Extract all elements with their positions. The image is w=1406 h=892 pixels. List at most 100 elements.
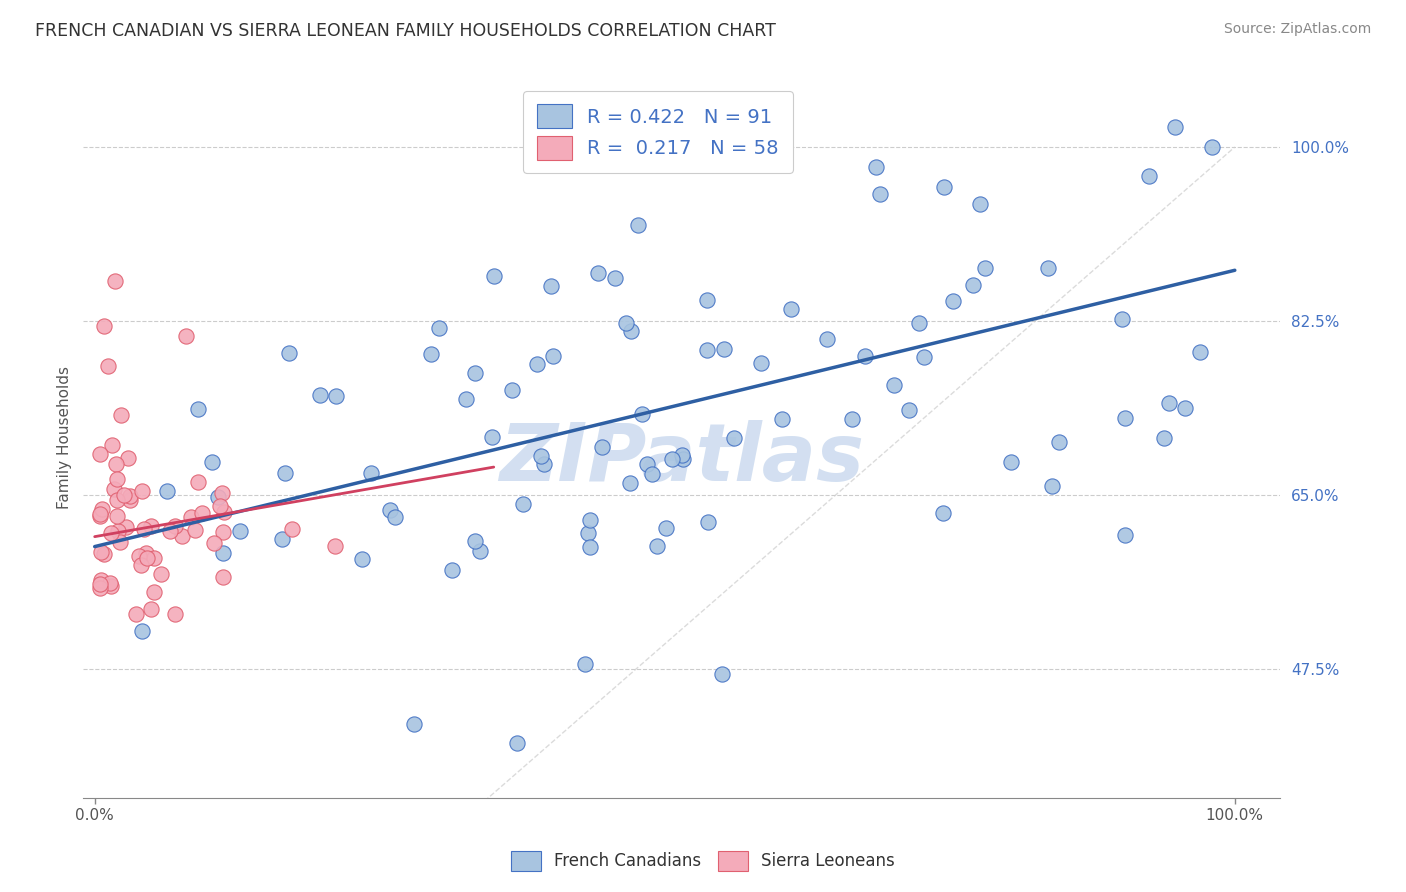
Point [481, 430, 503, 444]
Point [1111, 311, 1133, 326]
Point [1040, 479, 1063, 493]
Point [696, 293, 718, 307]
Point [115, 519, 138, 533]
Point [641, 467, 664, 482]
Point [163, 607, 186, 622]
Point [770, 412, 793, 426]
Point [125, 607, 148, 622]
Point [149, 567, 172, 582]
Point [208, 499, 231, 513]
Point [482, 269, 505, 284]
Point [932, 180, 955, 194]
Point [89, 508, 111, 522]
Point [420, 347, 443, 361]
Point [110, 408, 132, 422]
Point [212, 505, 235, 519]
Point [883, 377, 905, 392]
Point [90, 573, 112, 587]
Point [969, 197, 991, 211]
Point [723, 431, 745, 445]
Point [273, 466, 295, 480]
Point [1174, 401, 1197, 415]
Text: Source: ZipAtlas.com: Source: ZipAtlas.com [1223, 22, 1371, 37]
Point [974, 261, 997, 276]
Point [470, 543, 492, 558]
Point [187, 401, 209, 416]
Point [591, 440, 613, 454]
Text: ZIPatlas: ZIPatlas [499, 420, 865, 499]
Point [454, 392, 477, 407]
Point [97, 359, 120, 373]
Point [576, 525, 599, 540]
Point [540, 279, 562, 293]
Y-axis label: Family Households: Family Households [58, 367, 72, 509]
Point [100, 579, 122, 593]
Point [207, 490, 229, 504]
Point [671, 448, 693, 462]
Point [184, 523, 207, 537]
Point [156, 484, 179, 499]
Point [134, 522, 156, 536]
Point [647, 539, 669, 553]
Point [131, 624, 153, 638]
Point [323, 539, 346, 553]
Point [100, 438, 122, 452]
Point [574, 657, 596, 671]
Point [360, 467, 382, 481]
Point [128, 549, 150, 564]
Point [202, 536, 225, 550]
Text: FRENCH CANADIAN VS SIERRA LEONEAN FAMILY HOUSEHOLDS CORRELATION CHART: FRENCH CANADIAN VS SIERRA LEONEAN FAMILY… [35, 22, 776, 40]
Point [541, 350, 564, 364]
Point [172, 529, 194, 543]
Point [841, 412, 863, 426]
Point [1000, 455, 1022, 469]
Point [672, 451, 695, 466]
Point [93, 548, 115, 562]
Point [897, 403, 920, 417]
Point [89, 577, 111, 591]
Point [89, 509, 111, 524]
Point [630, 407, 652, 421]
Point [135, 551, 157, 566]
Point [655, 521, 678, 535]
Point [100, 526, 122, 541]
Point [441, 563, 464, 577]
Point [352, 552, 374, 566]
Point [620, 324, 643, 338]
Point [464, 366, 486, 380]
Point [280, 522, 302, 536]
Point [942, 293, 965, 308]
Point [526, 357, 548, 371]
Point [180, 510, 202, 524]
Point [1153, 431, 1175, 445]
Point [1188, 345, 1211, 359]
Point [131, 484, 153, 499]
Point [661, 452, 683, 467]
Point [105, 493, 128, 508]
Point [141, 518, 163, 533]
Point [117, 450, 139, 465]
Point [107, 472, 129, 486]
Legend: French Canadians, Sierra Leoneans: French Canadians, Sierra Leoneans [502, 842, 904, 880]
Point [89, 447, 111, 461]
Point [211, 486, 233, 500]
Point [614, 317, 637, 331]
Point [578, 540, 600, 554]
Point [271, 532, 294, 546]
Point [912, 351, 935, 365]
Point [1159, 396, 1181, 410]
Point [1201, 140, 1223, 154]
Point [815, 333, 838, 347]
Point [201, 455, 224, 469]
Point [1114, 410, 1136, 425]
Point [277, 346, 299, 360]
Point [696, 343, 718, 358]
Point [325, 389, 347, 403]
Point [110, 535, 132, 549]
Point [141, 601, 163, 615]
Point [212, 546, 235, 560]
Point [90, 501, 112, 516]
Point [163, 518, 186, 533]
Point [112, 488, 135, 502]
Point [1047, 434, 1070, 449]
